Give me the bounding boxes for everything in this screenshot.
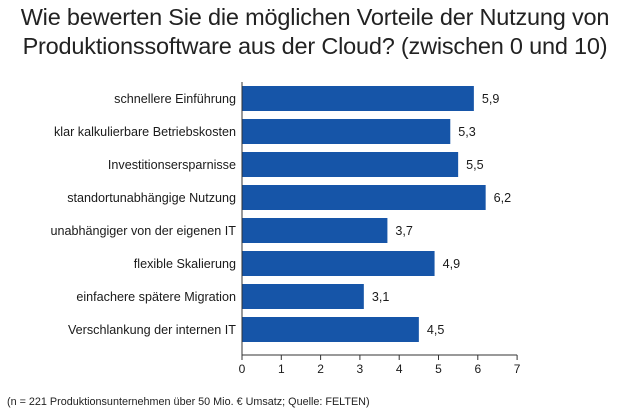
category-label-1: schnellere Einführung <box>114 92 236 106</box>
x-axis: 0 1 2 3 4 5 6 7 <box>239 82 521 376</box>
category-label-4: standortunabhängige Nutzung <box>67 191 236 205</box>
bar-7 <box>242 284 364 309</box>
category-label-7: einfachere spätere Migration <box>76 290 236 304</box>
x-tick-label-4: 4 <box>396 362 403 376</box>
chart-title: Wie bewerten Sie die möglichen Vorteile … <box>0 3 630 61</box>
bar-8 <box>242 317 419 342</box>
x-tick-label-5: 5 <box>435 362 442 376</box>
value-label-3: 5,5 <box>466 158 484 172</box>
bar-2 <box>242 119 451 144</box>
x-tick-label-3: 3 <box>357 362 364 376</box>
chart-title-line-1: Wie bewerten Sie die möglichen Vorteile … <box>20 4 610 30</box>
category-label-8: Verschlankung der internen IT <box>68 323 236 337</box>
value-label-5: 3,7 <box>395 224 413 238</box>
x-tick-label-0: 0 <box>239 362 246 376</box>
value-labels-group: 5,9 5,3 5,5 6,2 3,7 4,9 3,1 4,5 <box>372 92 511 337</box>
value-label-6: 4,9 <box>443 257 461 271</box>
bar-4 <box>242 185 486 210</box>
x-tick-label-6: 6 <box>474 362 481 376</box>
bar-3 <box>242 152 459 177</box>
category-label-3: Investitionsersparnisse <box>108 158 236 172</box>
chart-title-line-2: Produktionssoftware aus der Cloud? (zwis… <box>22 33 608 59</box>
category-labels-group: schnellere Einführung klar kalkulierbare … <box>50 92 236 337</box>
value-label-8: 4,5 <box>427 323 445 337</box>
x-tick-label-2: 2 <box>317 362 324 376</box>
value-label-2: 5,3 <box>458 125 476 139</box>
bars-group <box>242 86 486 342</box>
category-label-2: klar kalkulierbare Betriebskosten <box>54 125 236 139</box>
value-label-7: 3,1 <box>372 290 390 304</box>
bar-6 <box>242 251 435 276</box>
source-note: (n = 221 Produktionsunternehmen über 50 … <box>7 396 370 408</box>
category-label-6: flexible Skalierung <box>134 257 236 271</box>
x-tick-label-7: 7 <box>514 362 521 376</box>
x-tick-label-1: 1 <box>278 362 285 376</box>
bar-5 <box>242 218 388 243</box>
category-label-5: unabhängiger von der eigenen IT <box>50 224 236 238</box>
value-label-1: 5,9 <box>482 92 500 106</box>
value-label-4: 6,2 <box>494 191 512 205</box>
bar-1 <box>242 86 474 111</box>
